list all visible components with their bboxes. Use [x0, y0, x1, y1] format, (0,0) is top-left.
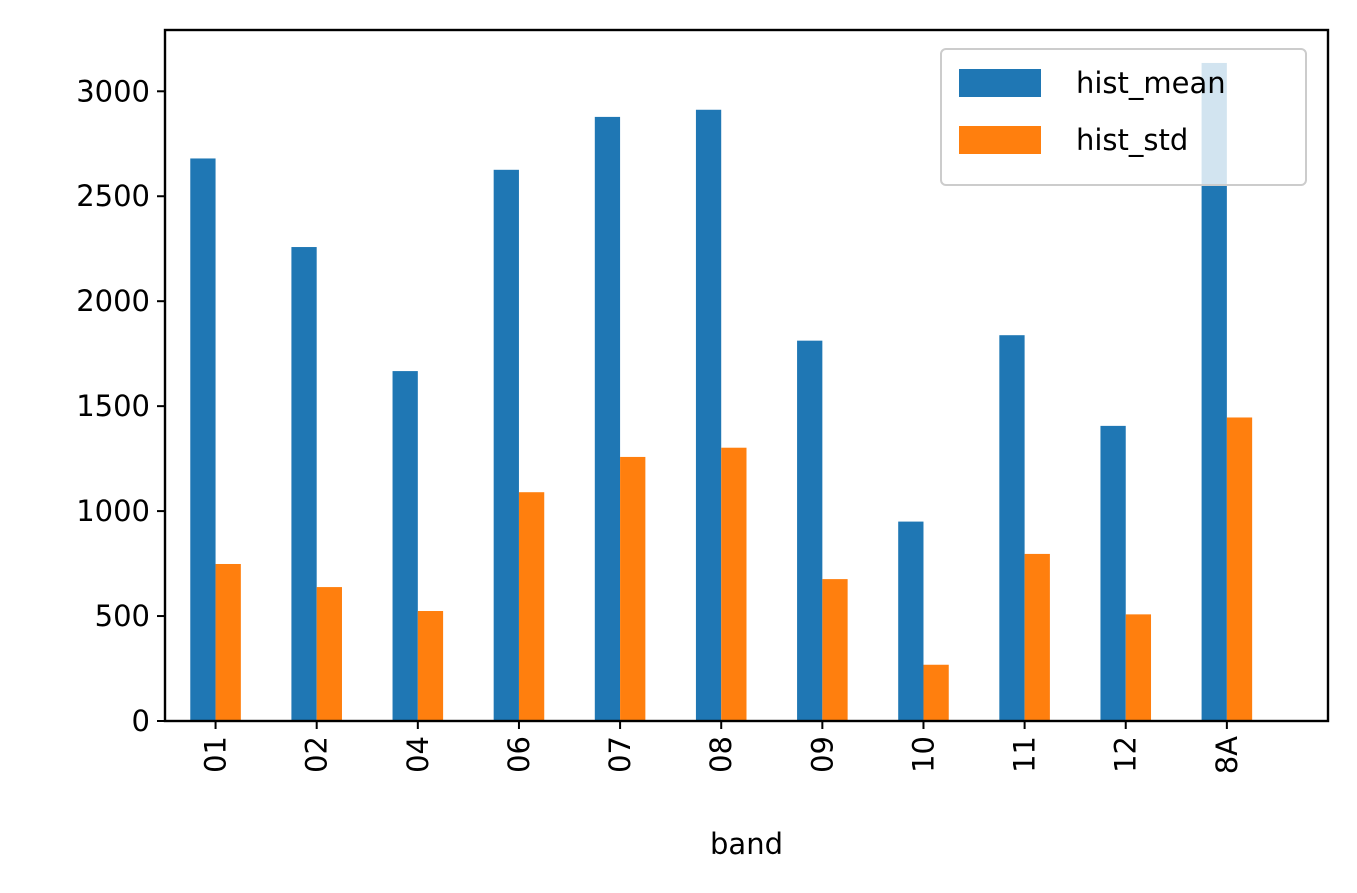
legend-label-hist_mean: hist_mean: [1076, 66, 1226, 100]
y-tick-label: 2500: [76, 179, 150, 213]
bar-hist_std-06: [518, 492, 545, 721]
x-tick-label: 01: [199, 736, 233, 773]
x-tick-label: 8A: [1210, 736, 1244, 774]
bar-hist_mean-01: [190, 158, 216, 721]
bar-hist_std-02: [316, 587, 342, 721]
bar-hist_std-10: [923, 664, 949, 721]
bar-hist_mean-04: [392, 371, 418, 721]
bar-hist_std-07: [620, 456, 646, 721]
bar-hist_mean-06: [493, 169, 519, 722]
bars-group: [190, 62, 1253, 722]
legend-swatch-hist_std: [959, 126, 1041, 154]
x-tick-label: 04: [401, 736, 435, 773]
bar-hist_std-04: [417, 611, 444, 721]
y-tick-label: 0: [132, 704, 150, 738]
bar-hist_mean-08: [695, 109, 722, 721]
x-tick-label: 11: [1008, 736, 1042, 773]
bar-hist_std-8A: [1226, 417, 1253, 721]
bar-hist_mean-02: [291, 247, 317, 722]
bar-hist_std-01: [215, 563, 241, 721]
x-tick-label: 08: [704, 736, 738, 773]
y-tick-label: 2000: [76, 284, 150, 318]
bar-hist_std-08: [721, 447, 747, 721]
y-tick-label: 1000: [76, 494, 150, 528]
y-tick-label: 500: [95, 599, 150, 633]
x-tick-label: 10: [906, 736, 940, 773]
bar-hist_mean-11: [999, 335, 1025, 721]
bar-hist_mean-07: [594, 116, 621, 721]
y-tick-label: 1500: [76, 389, 150, 423]
bar-hist_std-09: [822, 579, 848, 721]
plot-frame: [163, 28, 1330, 723]
legend-label-hist_std: hist_std: [1076, 123, 1188, 157]
x-axis-label: band: [710, 827, 783, 861]
x-tick-label: 02: [300, 736, 334, 773]
bar-hist_std-12: [1125, 614, 1152, 721]
x-tick-label: 07: [603, 736, 637, 773]
y-tick-label: 3000: [76, 74, 150, 108]
y-axis: 0 500 1000 1500 2000 2500 3000: [76, 74, 165, 738]
x-tick-label: 09: [805, 736, 839, 773]
x-tick-label: 12: [1109, 736, 1143, 773]
legend: hist_mean hist_std: [940, 48, 1307, 186]
bar-hist_mean-12: [1100, 425, 1126, 721]
legend-swatch-hist_mean: [959, 69, 1041, 97]
bar-hist_mean-10: [898, 521, 924, 721]
x-tick-label: 06: [502, 736, 536, 773]
bar-hist_mean-09: [797, 340, 823, 721]
bar-hist_std-11: [1024, 553, 1050, 721]
x-axis: 01 02 04 06 07 08 09 10 11 12 8A: [199, 721, 1244, 774]
